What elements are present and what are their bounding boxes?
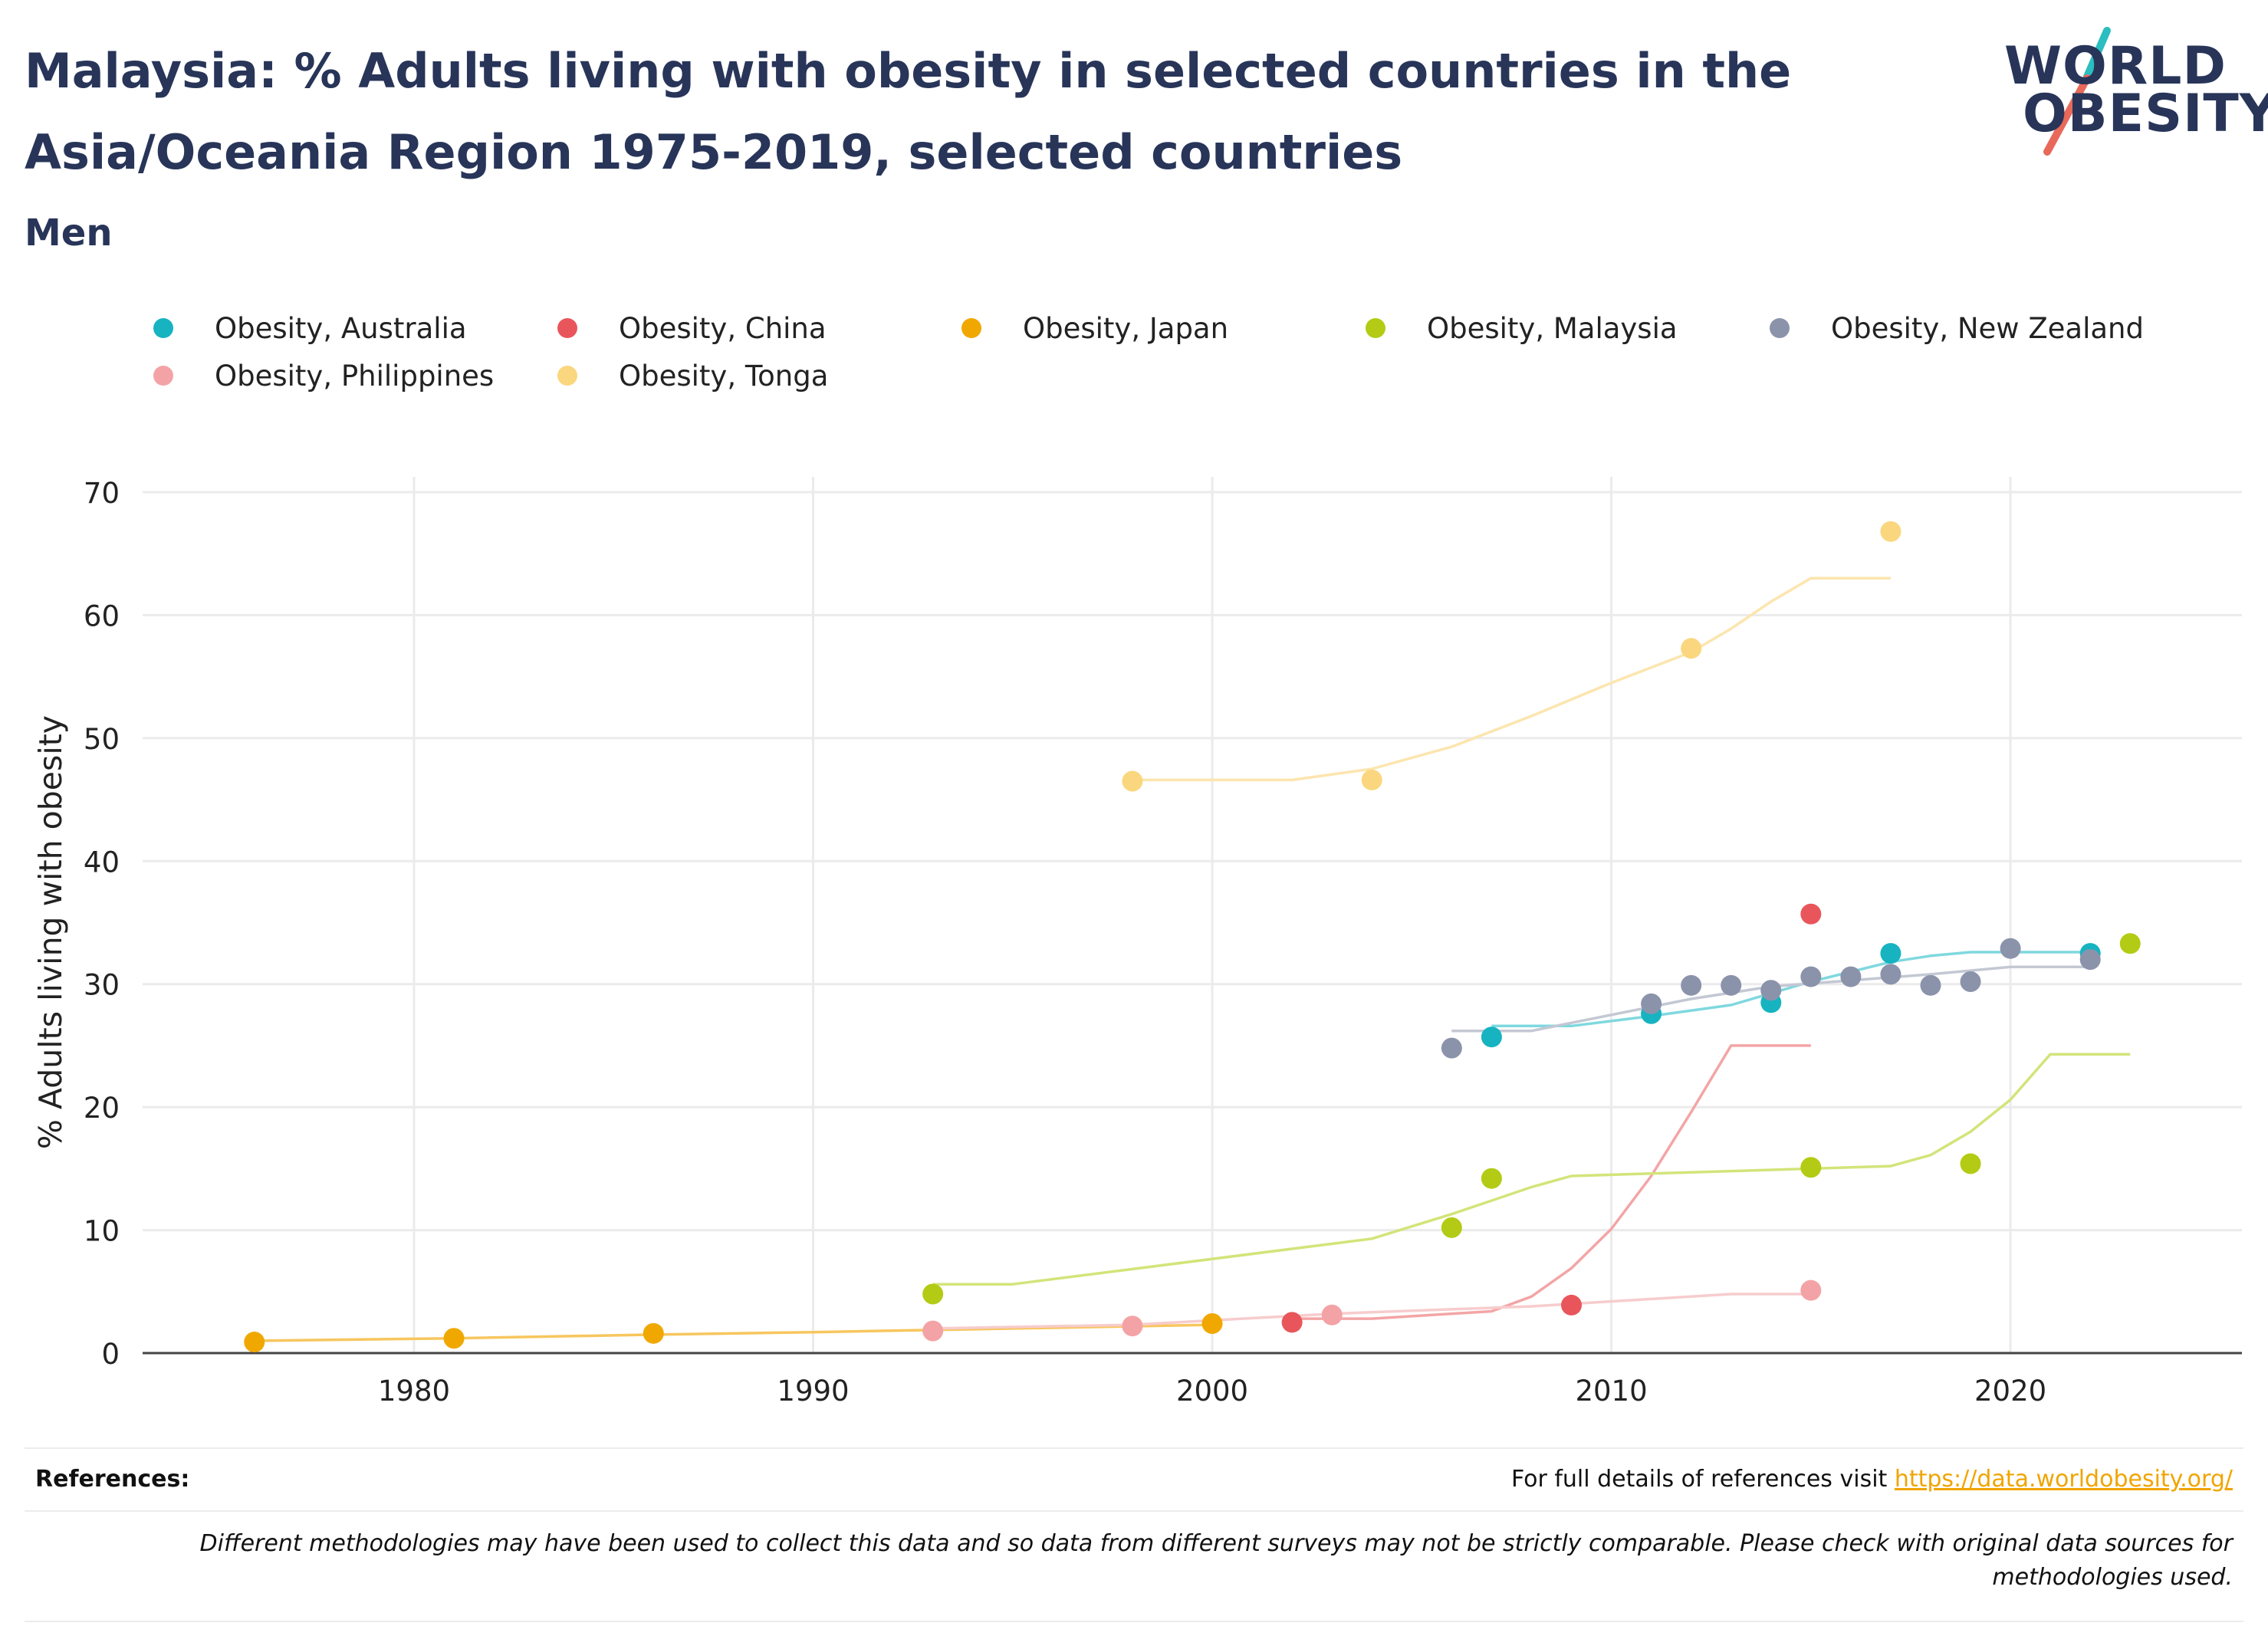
data-point-obesity-malaysia: [1800, 1157, 1822, 1178]
trend-line-obesity-australia: [1491, 951, 2091, 1028]
trend-line-obesity-tonga: [1132, 576, 1891, 782]
methodology-disclaimer: Different methodologies may have been us…: [199, 1530, 2233, 1591]
logo-text-obesity: OBESITY: [2023, 84, 2268, 144]
data-point-obesity-malaysia: [922, 1283, 944, 1305]
references-link[interactable]: https://data.worldobesity.org/: [1894, 1466, 2233, 1493]
trend-line-obesity-philippines: [932, 1293, 1811, 1330]
y-axis-title: % Adults living with obesity: [32, 714, 69, 1150]
logo-slash-icon: [2043, 27, 2111, 156]
x-tick-label: 2000: [1176, 1375, 1248, 1408]
x-tick-label: 1980: [378, 1375, 450, 1408]
y-tick-label: 40: [84, 846, 120, 879]
references-intro: For full details of references visit: [1510, 1466, 1888, 1493]
y-tick-label: 70: [84, 477, 120, 510]
data-point-obesity-japan: [443, 1328, 465, 1349]
x-tick-label: 1990: [777, 1375, 849, 1408]
y-tick-label: 20: [84, 1092, 120, 1125]
x-tick-label: 2020: [1974, 1375, 2046, 1408]
data-point-obesity-philippines: [1122, 1316, 1143, 1337]
legend-label: Obesity, New Zealand: [1831, 311, 2144, 345]
y-tick-label: 10: [84, 1215, 120, 1248]
chart-plot-area: 0 10 20 30 40 50 60 70 1980 1990 2000 2010 2020: [84, 477, 2242, 1408]
y-tick-label: 60: [84, 599, 120, 632]
references-label: References:: [35, 1466, 190, 1493]
legend-item-obesity-australia[interactable]: Obesity, Australia: [153, 305, 467, 351]
data-point-obesity-malaysia: [1960, 1153, 1981, 1174]
data-point-obesity-tonga: [1122, 770, 1143, 792]
footer-divider-top: [25, 1447, 2243, 1449]
legend-label: Obesity, Japan: [1023, 311, 1229, 345]
data-point-obesity-china: [1281, 1312, 1303, 1333]
legend-marker-icon: [153, 318, 173, 338]
legend-item-obesity-new-zealand[interactable]: Obesity, New Zealand: [1770, 305, 2144, 351]
data-point-obesity-new-zealand: [1641, 993, 1662, 1014]
data-point-obesity-new-zealand: [2079, 949, 2101, 971]
data-point-obesity-philippines: [922, 1320, 944, 1342]
legend-item-obesity-malaysia[interactable]: Obesity, Malaysia: [1366, 305, 1678, 351]
data-point-obesity-tonga: [1681, 638, 1702, 659]
footer-divider-bottom: [25, 1621, 2243, 1622]
data-point-obesity-japan: [643, 1322, 664, 1344]
data-point-obesity-tonga: [1361, 769, 1382, 790]
data-point-obesity-new-zealand: [1441, 1037, 1462, 1059]
data-point-obesity-new-zealand: [2000, 938, 2021, 959]
data-point-obesity-philippines: [1321, 1304, 1343, 1325]
data-point-obesity-new-zealand: [1681, 974, 1702, 996]
data-point-obesity-malaysia: [2119, 933, 2141, 954]
data-point-obesity-tonga: [1880, 521, 1902, 542]
data-point-obesity-china: [1800, 903, 1822, 925]
legend-item-obesity-japan[interactable]: Obesity, Japan: [961, 305, 1228, 351]
data-point-obesity-australia: [1481, 1027, 1502, 1048]
data-point-obesity-japan: [1201, 1312, 1223, 1334]
data-point-obesity-australia: [1880, 943, 1902, 964]
trend-line-obesity-malaysia: [932, 1053, 2131, 1286]
chart-title: Malaysia: % Adults living with obesity i…: [25, 43, 1792, 180]
y-tick-label: 50: [84, 723, 120, 756]
x-tick-label: 2010: [1575, 1375, 1647, 1408]
data-point-obesity-new-zealand: [1760, 980, 1782, 1001]
legend-label: Obesity, Malaysia: [1427, 311, 1678, 345]
legend-item-obesity-china[interactable]: Obesity, China: [557, 305, 827, 351]
legend-label: Obesity, China: [619, 311, 827, 345]
legend-marker-icon: [557, 366, 577, 386]
legend-marker-icon: [961, 318, 981, 338]
data-point-obesity-new-zealand: [1721, 974, 1742, 996]
trend-line-obesity-china: [1292, 1044, 1811, 1320]
legend-label: Obesity, Tonga: [619, 359, 829, 393]
data-point-obesity-philippines: [1800, 1279, 1822, 1301]
chart-legend: Obesity, Australia Obesity, China Obesity,…: [153, 305, 2224, 405]
data-point-obesity-new-zealand: [1800, 966, 1822, 987]
legend-label: Obesity, Australia: [215, 311, 467, 345]
legend-label: Obesity, Philippines: [215, 359, 495, 393]
data-point-obesity-new-zealand: [1840, 966, 1862, 987]
logo-text-world: WORLD: [2004, 36, 2227, 97]
chart-subtitle: Men: [25, 212, 113, 255]
data-point-obesity-malaysia: [1481, 1168, 1502, 1189]
data-point-obesity-new-zealand: [1920, 974, 1941, 996]
legend-marker-icon: [153, 366, 173, 386]
footer-divider-middle: [25, 1510, 2243, 1512]
legend-item-obesity-tonga[interactable]: Obesity, Tonga: [557, 353, 828, 399]
legend-item-obesity-philippines[interactable]: Obesity, Philippines: [153, 353, 494, 399]
data-point-obesity-japan: [244, 1332, 265, 1353]
legend-marker-icon: [1366, 318, 1385, 338]
legend-marker-icon: [557, 318, 577, 338]
y-tick-label: 30: [84, 969, 120, 1002]
data-point-obesity-malaysia: [1441, 1217, 1462, 1238]
trend-line-obesity-japan: [254, 1323, 1213, 1342]
data-point-obesity-new-zealand: [1960, 971, 1981, 993]
y-tick-label: 0: [101, 1338, 120, 1371]
references-text: For full details of references visit htt…: [1511, 1466, 2233, 1493]
data-point-obesity-new-zealand: [1880, 964, 1902, 985]
legend-marker-icon: [1770, 318, 1790, 338]
world-obesity-logo: WORLD OBESITY: [2001, 23, 2268, 161]
data-point-obesity-china: [1561, 1294, 1583, 1316]
